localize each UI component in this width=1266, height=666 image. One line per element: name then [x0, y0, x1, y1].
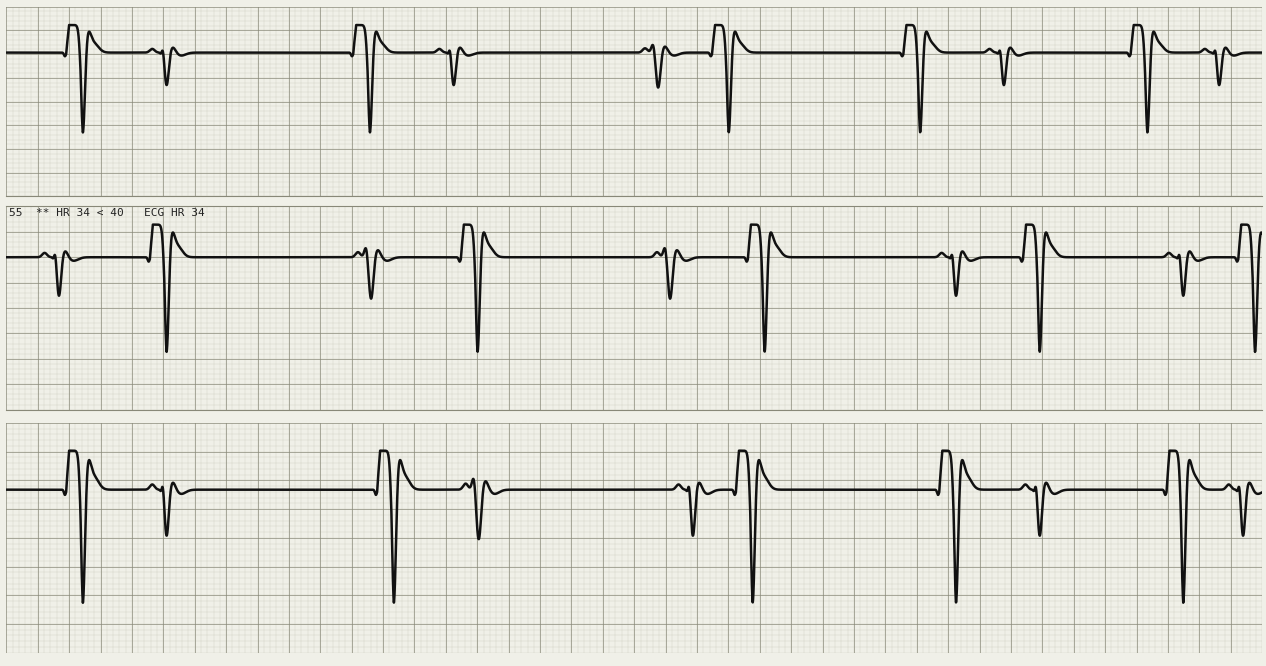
- Text: 55  ** HR 34 < 40   ECG HR 34: 55 ** HR 34 < 40 ECG HR 34: [9, 208, 205, 218]
